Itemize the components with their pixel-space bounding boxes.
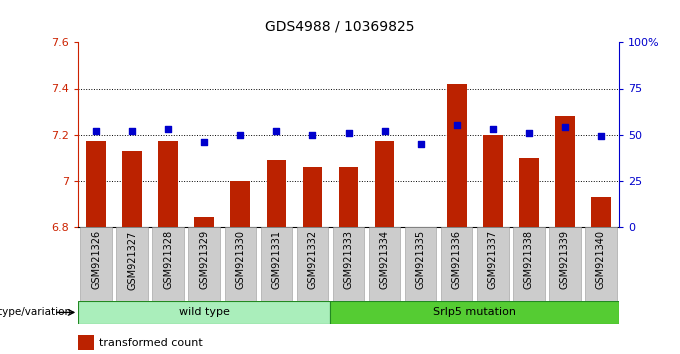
Text: Srlp5 mutation: Srlp5 mutation	[433, 307, 516, 318]
Point	[126, 128, 137, 134]
Bar	[188, 227, 220, 301]
Bar	[369, 227, 401, 301]
Text: GSM921331: GSM921331	[271, 230, 282, 289]
Bar	[224, 227, 256, 301]
Bar	[330, 301, 619, 324]
Bar	[122, 151, 142, 227]
Text: GSM921330: GSM921330	[235, 230, 245, 289]
Text: transformed count: transformed count	[99, 338, 203, 348]
Text: genotype/variation: genotype/variation	[0, 307, 71, 318]
Bar	[231, 181, 250, 227]
Text: GSM921326: GSM921326	[91, 230, 101, 290]
Text: GSM921332: GSM921332	[307, 230, 318, 290]
Bar	[194, 217, 214, 227]
Bar	[78, 301, 330, 324]
Bar	[86, 142, 106, 227]
Point	[199, 139, 209, 145]
Text: GSM921328: GSM921328	[163, 230, 173, 290]
Text: GSM921340: GSM921340	[596, 230, 606, 289]
Bar	[339, 167, 358, 227]
Text: GSM921333: GSM921333	[343, 230, 354, 289]
Point	[524, 130, 534, 136]
Bar	[591, 197, 611, 227]
Bar	[303, 167, 322, 227]
Bar	[513, 227, 545, 301]
Bar	[549, 227, 581, 301]
Bar	[375, 142, 394, 227]
Point	[415, 141, 426, 147]
Point	[343, 130, 354, 136]
Point	[90, 128, 102, 134]
Point	[271, 128, 282, 134]
Bar	[585, 227, 617, 301]
Text: wild type: wild type	[179, 307, 230, 318]
Bar	[483, 135, 503, 227]
Bar	[296, 227, 328, 301]
Point	[235, 132, 246, 137]
Point	[163, 126, 174, 132]
Bar	[152, 227, 184, 301]
Text: GSM921338: GSM921338	[524, 230, 534, 289]
Bar	[78, 335, 94, 350]
Text: GSM921335: GSM921335	[415, 230, 426, 290]
Bar	[477, 227, 509, 301]
Point	[379, 128, 390, 134]
Bar	[116, 227, 148, 301]
Bar	[405, 227, 437, 301]
Point	[487, 126, 498, 132]
Text: GSM921339: GSM921339	[560, 230, 570, 289]
Bar	[260, 227, 292, 301]
Text: GSM921327: GSM921327	[127, 230, 137, 290]
Point	[307, 132, 318, 137]
Bar	[519, 158, 539, 227]
Bar	[333, 227, 364, 301]
Bar	[555, 116, 575, 227]
Bar	[158, 142, 178, 227]
Text: GSM921337: GSM921337	[488, 230, 498, 290]
Bar	[447, 84, 466, 227]
Text: GDS4988 / 10369825: GDS4988 / 10369825	[265, 19, 415, 34]
Text: GSM921334: GSM921334	[379, 230, 390, 289]
Point	[452, 122, 462, 128]
Text: GSM921329: GSM921329	[199, 230, 209, 290]
Bar	[441, 227, 473, 301]
Bar	[80, 227, 112, 301]
Text: GSM921336: GSM921336	[452, 230, 462, 289]
Point	[559, 124, 570, 130]
Point	[596, 133, 607, 139]
Bar	[267, 160, 286, 227]
